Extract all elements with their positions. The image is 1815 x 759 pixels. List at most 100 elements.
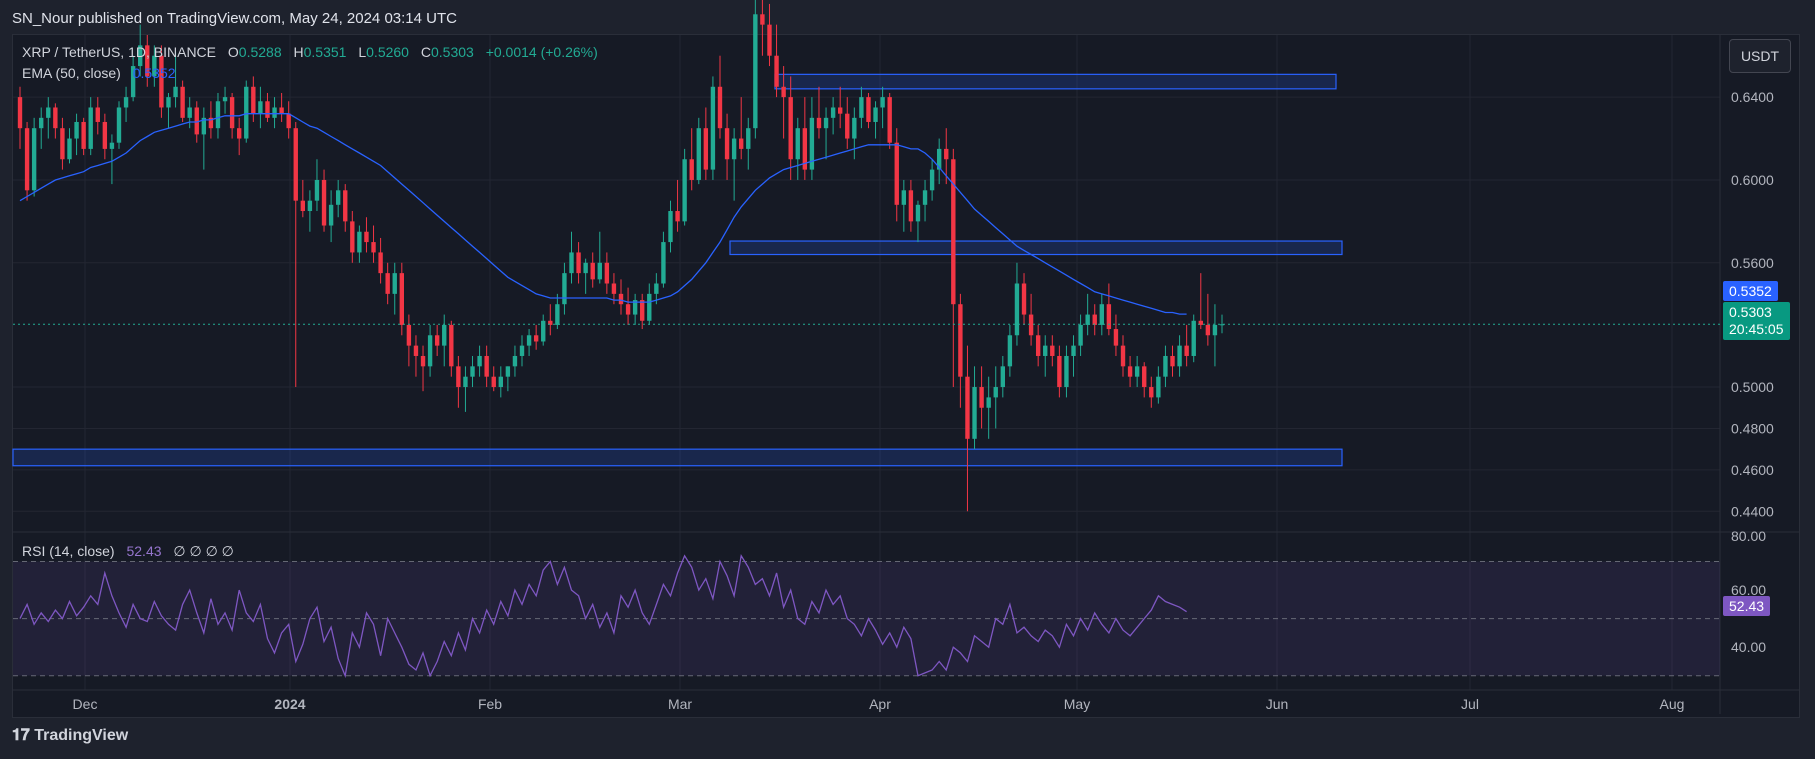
candle-body [279,107,284,114]
rsi-tick-label: 80.00 [1731,528,1766,544]
candle-body [1035,335,1041,356]
time-tick-label: Feb [478,696,502,712]
candle-body [251,86,256,114]
candle-body [951,159,956,305]
ema-legend[interactable]: EMA (50, close) 0.5352 [22,65,184,81]
candle-body [958,304,963,377]
candle-body [300,200,306,212]
time-tick-label: Dec [73,696,98,712]
candle-body [1163,355,1168,377]
candle-body [823,117,829,129]
candle-body [24,128,30,191]
symbol-label[interactable]: XRP / TetherUS, 1D, BINANCE [22,44,216,60]
candle-body [936,148,942,170]
candle-body [929,169,935,191]
candle-body [972,387,977,439]
open-label: O0.5288 [227,44,282,60]
time-tick-label: Apr [869,696,891,712]
candle-body [427,335,433,367]
candle-body [138,45,143,67]
candle-body [1106,304,1112,330]
candle-body [1050,345,1055,356]
candle-body [922,190,928,205]
candle-body [145,45,150,77]
candle-body [753,14,758,129]
candle-body [498,376,503,388]
candle-body [1205,324,1211,336]
candle-body [1177,345,1182,367]
candle-body [887,97,892,143]
candle-body [95,107,100,122]
candle-body [845,113,850,139]
candle-body [159,55,164,108]
candle-body [837,107,843,114]
candle-body [894,142,899,205]
candle-body [908,190,914,222]
rsi-line [19,554,1187,679]
tradingview-logo[interactable]: 𝟏𝟕 TradingView [12,727,129,744]
candle-body [434,335,440,346]
candle-body [1113,329,1119,346]
candle-body [1170,355,1175,367]
change-label: +0.0014 (+0.26%) [485,44,598,60]
candle-body [420,355,426,367]
rsi-tick-label: 60.00 [1731,582,1766,598]
candle-body [880,97,885,108]
candle-body [526,335,532,346]
candle-body [731,138,737,160]
candle-body [647,293,652,321]
currency-button[interactable]: USDT [1729,39,1791,73]
last-price-tag: 0.5303 20:45:05 [1723,302,1790,340]
candle-body [130,66,136,98]
candle-body [625,304,631,315]
candle-body [406,324,412,346]
candle-body [67,138,72,160]
candle-body [1184,345,1189,356]
candle-body [31,128,37,191]
candle-body [1127,366,1133,377]
candle-body [314,179,320,201]
candle-body [321,179,327,226]
candle-body [668,211,673,243]
candle-body [399,273,405,325]
candle-body [477,355,482,367]
low-label: L0.5260 [358,44,409,60]
rsi-label: RSI (14, close) [22,543,115,559]
candle-body [357,231,362,253]
time-tick-label: Jul [1461,696,1479,712]
candle-body [675,211,680,222]
candle-body [272,107,277,118]
candle-body [194,107,199,135]
ema-price-tag: 0.5352 [1723,281,1778,301]
candle-body [505,366,511,377]
candle-body [654,283,659,294]
candles [17,0,1225,512]
candle-body [555,304,560,325]
candle-body [81,121,86,149]
candle-body [944,148,949,160]
grid-lines [13,35,1800,714]
candle-body [456,366,461,388]
candle-body [385,273,390,294]
candle-body [60,128,65,160]
rsi-legend[interactable]: RSI (14, close) 52.43 ∅ ∅ ∅ ∅ [22,543,242,560]
published-caption: SN_Nour published on TradingView.com, Ma… [12,10,457,27]
candle-body [491,376,496,388]
candle-body [767,24,772,56]
candle-body [484,355,489,377]
ema-line [19,113,1187,315]
candle-body [74,121,79,139]
candle-body [760,14,765,25]
candle-body [236,128,242,139]
candle-body [1043,345,1048,356]
candle-body [53,107,58,129]
chart-frame[interactable] [12,34,1800,718]
ohlc-legend: XRP / TetherUS, 1D, BINANCE O0.5288 H0.5… [22,44,606,60]
last-price-value: 0.5303 [1729,304,1772,320]
candle-body [604,262,610,284]
candle-body [39,117,44,129]
candle-body [88,107,93,149]
candle-body [1021,283,1027,315]
support-resistance-zone [12,448,1343,467]
